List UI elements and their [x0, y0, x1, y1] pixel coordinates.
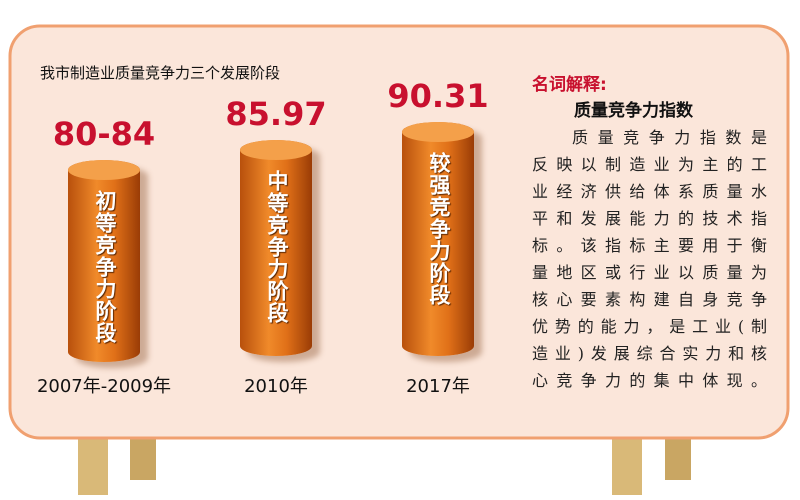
glossary-line: 业经济供给体系质量水 — [532, 182, 767, 201]
glossary-line: 标。该指标主要用于衡 — [532, 236, 767, 255]
glossary-line: 心竞争力的集中体现。 — [532, 371, 767, 390]
stage-label: 较强竞争力阶段 — [427, 152, 451, 306]
glossary-heading: 名词解释: — [532, 75, 607, 95]
glossary-line: 核心要素构建自身竞争 — [532, 290, 767, 309]
title: 我市制造业质量竞争力三个发展阶段 — [40, 64, 281, 82]
stage-value: 90.31 — [387, 77, 489, 115]
glossary-line: 优势的能力，是工业(制 — [532, 317, 767, 336]
stage-year: 2017年 — [406, 376, 470, 397]
glossary-term: 质量竞争力指数 — [574, 101, 693, 121]
stage-year: 2010年 — [244, 376, 308, 397]
cylinder — [68, 160, 140, 362]
board — [8, 24, 790, 440]
cylinder — [402, 122, 474, 356]
glossary-line: 量地区或行业以质量为 — [532, 263, 767, 282]
stage-label: 初等竞争力阶段 — [93, 190, 117, 344]
glossary-line: 平和发展能力的技术指 — [532, 209, 767, 228]
glossary-line: 质量竞争力指数是 — [572, 128, 767, 147]
stage-label: 中等竞争力阶段 — [265, 170, 289, 324]
cylinder — [240, 140, 312, 356]
glossary-line: 造业)发展综合实力和核 — [532, 344, 767, 363]
stage-year: 2007年-2009年 — [36, 376, 172, 397]
stage-value: 80-84 — [52, 115, 156, 153]
glossary-line: 反映以制造业为主的工 — [532, 155, 767, 174]
stage-value: 85.97 — [225, 95, 327, 133]
